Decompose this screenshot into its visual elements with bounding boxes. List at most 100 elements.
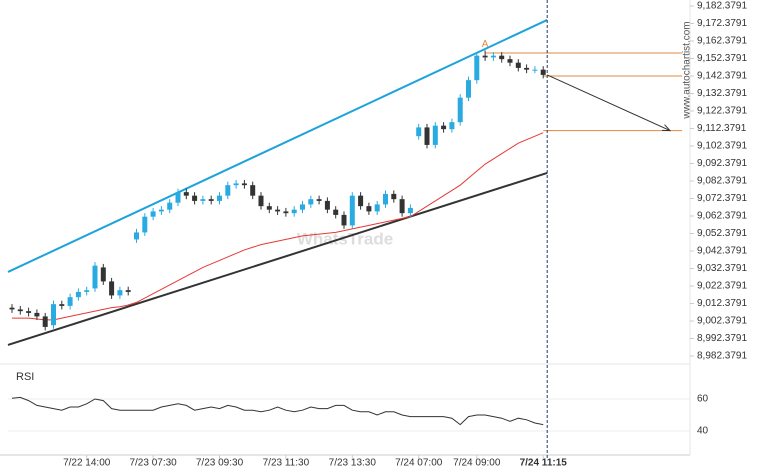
candle-body [457, 97, 463, 123]
y-tick-label: 9,182.3791 [697, 1, 747, 12]
panel-title: RSI [16, 371, 34, 383]
rsi-line [11, 396, 544, 426]
y-tick-label: 9,022.3791 [697, 281, 747, 292]
candle-body [291, 209, 297, 214]
candle-body [391, 193, 397, 200]
y-tick-label: 60 [697, 394, 709, 405]
candle-body [59, 304, 65, 306]
candle-body [333, 209, 339, 215]
watermark-url: www.autochartist.com [682, 21, 693, 119]
x-tick-label: 7/24 11:15 [520, 458, 568, 469]
candle-body [208, 199, 214, 201]
y-tick-label: 9,132.3791 [697, 88, 747, 99]
candle-body [490, 55, 496, 58]
candle-body [84, 290, 90, 292]
candle-body [241, 183, 247, 186]
arrow-head [661, 124, 672, 132]
candle-body [275, 209, 281, 212]
candle-body [300, 204, 305, 210]
candle-body [134, 232, 139, 240]
candle-body [92, 265, 98, 289]
x-tick-label: 7/22 14:00 [63, 458, 111, 469]
candle-body [150, 211, 156, 217]
candle-body [515, 62, 521, 68]
candle-body [42, 316, 48, 327]
candle-body [407, 207, 413, 214]
y-tick-label: 9,152.3791 [697, 53, 747, 64]
x-tick-label: 7/23 13:30 [329, 458, 377, 469]
candle-body [308, 199, 314, 205]
candle-body [324, 200, 330, 210]
candle-body [217, 195, 222, 201]
x-tick-label: 7/23 11:30 [263, 458, 310, 469]
candle-body [474, 55, 480, 81]
candle-body [250, 185, 256, 196]
candle-body [183, 192, 189, 196]
candle-body [200, 199, 206, 201]
pattern-label: A [482, 39, 489, 50]
candle-body [349, 195, 355, 226]
x-tick-label: 7/24 09:00 [453, 458, 501, 469]
candle-body [266, 206, 272, 210]
candle-body [67, 297, 73, 306]
moving-average [12, 132, 544, 321]
y-tick-label: 8,992.3791 [697, 333, 747, 344]
y-tick-label: 9,142.3791 [697, 71, 747, 82]
y-tick-label: 9,002.3791 [697, 316, 747, 327]
candle-body [167, 202, 173, 210]
y-tick-label: 9,062.3791 [697, 211, 747, 222]
y-tick-label: 9,042.3791 [697, 246, 747, 257]
y-tick-label: 9,102.3791 [697, 141, 747, 152]
y-tick-label: 9,082.3791 [697, 176, 747, 187]
y-tick-label: 8,982.3791 [697, 351, 747, 362]
candle-body [100, 267, 106, 282]
y-tick-label: 9,162.3791 [697, 36, 747, 47]
candle-body [441, 125, 447, 130]
candle-body [109, 281, 115, 296]
candle-body [117, 290, 123, 296]
forecast-arrow [546, 74, 671, 132]
y-tick-label: 9,172.3791 [697, 18, 747, 29]
candle-body [26, 311, 32, 313]
candle-body [374, 204, 380, 212]
y-tick-label: 9,032.3791 [697, 263, 747, 274]
candle-body [532, 69, 538, 71]
watermark: WhatsTrade [297, 229, 393, 248]
candle-body [399, 199, 405, 214]
candle-body [258, 195, 264, 207]
candle-body [507, 59, 513, 63]
candle-body [424, 127, 430, 145]
x-tick-label: 7/23 07:30 [129, 458, 177, 469]
y-tick-label: 9,072.3791 [697, 193, 747, 204]
candle-body [383, 193, 388, 205]
candle-body [524, 67, 530, 70]
y-tick-label: 40 [697, 426, 709, 437]
candle-body [432, 125, 438, 145]
y-tick-label: 9,112.3791 [697, 123, 747, 134]
trendline [7, 171, 548, 346]
candle-body [341, 214, 347, 226]
candle-body [125, 290, 131, 292]
candle-body [233, 183, 239, 186]
candle-body [466, 80, 471, 98]
candle-body [34, 312, 40, 317]
candle-body [175, 192, 181, 203]
y-tick-label: 9,122.3791 [697, 106, 747, 117]
y-tick-label: 9,092.3791 [697, 158, 747, 169]
candle-body [449, 122, 455, 130]
candle-body [416, 127, 422, 137]
candle-body [283, 211, 289, 214]
x-tick-label: 7/23 09:30 [196, 458, 244, 469]
candle-body [75, 291, 81, 298]
candle-body [482, 55, 488, 58]
candle-body [192, 195, 198, 201]
y-tick-label: 9,012.3791 [697, 298, 747, 309]
x-tick-label: 7/24 07:00 [395, 458, 443, 469]
candle-body [142, 216, 148, 233]
candle-body [158, 209, 164, 212]
trendline [7, 19, 548, 273]
candle-body [540, 69, 546, 75]
candle-body [358, 195, 364, 207]
candle-body [366, 206, 372, 212]
